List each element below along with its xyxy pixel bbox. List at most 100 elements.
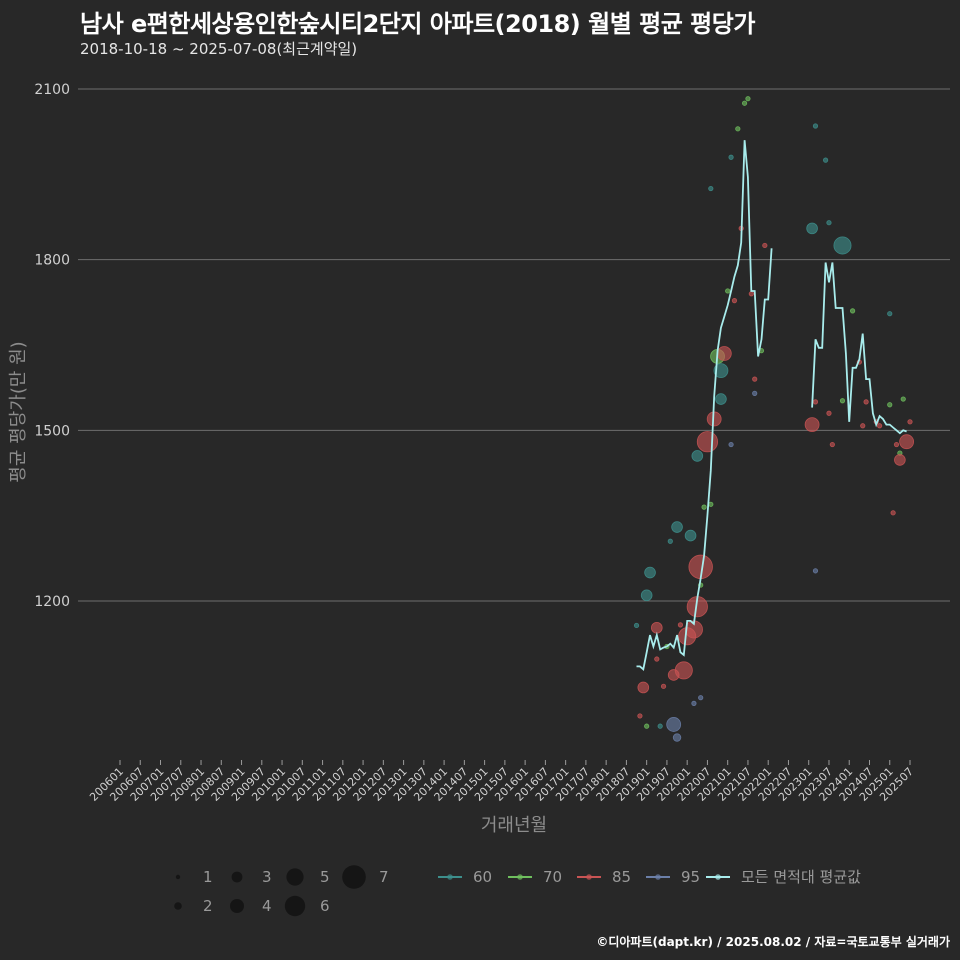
data-point-60 bbox=[715, 393, 727, 405]
area-legend-dot bbox=[447, 874, 453, 880]
data-point-70 bbox=[644, 723, 650, 729]
y-tick-label: 2100 bbox=[34, 82, 70, 98]
data-point-95 bbox=[666, 717, 682, 732]
size-legend-label: 6 bbox=[320, 897, 330, 915]
chart-title: 남사 e편한세상용인한숲시티2단지 아파트(2018) 월별 평균 평당가 bbox=[80, 10, 755, 38]
area-legend-dot bbox=[715, 874, 721, 880]
data-point-85 bbox=[674, 661, 693, 680]
scatter-points bbox=[633, 96, 915, 742]
data-point-60 bbox=[822, 157, 829, 163]
data-point-70 bbox=[839, 398, 846, 404]
data-point-60 bbox=[684, 529, 697, 542]
data-point-85 bbox=[860, 423, 866, 429]
area-legend-label: 모든 면적대 평균값 bbox=[741, 868, 861, 886]
data-point-85 bbox=[748, 291, 754, 297]
data-point-85 bbox=[812, 399, 819, 405]
y-tick-label: 1200 bbox=[34, 594, 70, 610]
data-point-60 bbox=[667, 538, 673, 544]
size-legend-dot bbox=[284, 895, 306, 917]
area-legend-dot bbox=[586, 874, 592, 880]
data-point-95 bbox=[812, 568, 819, 574]
data-point-70 bbox=[850, 308, 856, 314]
data-point-95 bbox=[752, 390, 758, 396]
data-point-95 bbox=[728, 441, 734, 448]
data-point-85 bbox=[863, 399, 869, 405]
data-point-60 bbox=[691, 450, 704, 462]
data-point-70 bbox=[900, 396, 906, 402]
data-point-85 bbox=[654, 656, 660, 662]
data-point-95 bbox=[691, 700, 697, 707]
y-tick-labels: 1200 1500 1800 2100 bbox=[34, 82, 70, 610]
data-point-85 bbox=[890, 510, 896, 516]
size-legend-dot bbox=[174, 902, 182, 910]
data-point-85 bbox=[804, 417, 820, 433]
size-legend-dot bbox=[286, 868, 304, 886]
size-legend-dot bbox=[230, 899, 244, 913]
data-point-85 bbox=[762, 242, 768, 249]
size-legend: 1 3 5 7 2 4 6 bbox=[174, 865, 389, 917]
data-point-85 bbox=[696, 431, 719, 453]
data-point-60 bbox=[633, 622, 640, 629]
data-point-70 bbox=[745, 96, 751, 102]
data-point-60 bbox=[713, 363, 729, 379]
data-point-70 bbox=[725, 288, 731, 294]
area-legend: 60 70 85 95 모든 면적대 평균값 bbox=[438, 868, 861, 886]
size-legend-label: 1 bbox=[203, 868, 213, 886]
y-axis-title: 평균 평당가(만 원) bbox=[8, 341, 29, 482]
data-point-70 bbox=[887, 402, 893, 408]
data-point-85 bbox=[907, 419, 913, 425]
size-legend-dot bbox=[175, 874, 181, 880]
area-legend-label: 85 bbox=[612, 868, 631, 886]
data-point-70 bbox=[708, 501, 714, 507]
data-point-95 bbox=[672, 733, 682, 742]
data-point-85 bbox=[829, 441, 835, 448]
y-tick-label: 1800 bbox=[34, 253, 70, 269]
data-point-60 bbox=[806, 222, 818, 235]
data-point-85 bbox=[894, 454, 906, 466]
area-legend-label: 60 bbox=[473, 868, 492, 886]
chart-subtitle: 2018-10-18 ~ 2025-07-08(최근계약일) bbox=[80, 40, 358, 58]
data-point-60 bbox=[708, 185, 714, 192]
y-tick-label: 1500 bbox=[34, 423, 70, 439]
data-point-85 bbox=[731, 298, 738, 304]
data-point-85 bbox=[637, 713, 643, 719]
area-legend-dot bbox=[655, 874, 661, 880]
data-point-70 bbox=[741, 100, 748, 106]
size-legend-label: 3 bbox=[262, 868, 272, 886]
data-point-60 bbox=[671, 521, 683, 533]
size-legend-dot bbox=[231, 871, 243, 883]
size-legend-label: 5 bbox=[320, 868, 330, 886]
data-point-60 bbox=[826, 220, 832, 226]
size-legend-label: 7 bbox=[379, 868, 389, 886]
data-point-70 bbox=[701, 504, 707, 510]
area-legend-label: 70 bbox=[543, 868, 562, 886]
size-legend-dot bbox=[342, 865, 366, 889]
data-point-85 bbox=[877, 423, 883, 429]
source-footer: ©디아파트(dapt.kr) / 2025.08.02 / 자료=국토교통부 실… bbox=[596, 935, 950, 949]
data-point-60 bbox=[657, 723, 663, 729]
data-point-60 bbox=[644, 566, 656, 579]
average-line bbox=[636, 140, 907, 671]
data-point-60 bbox=[833, 236, 852, 255]
data-point-85 bbox=[637, 681, 650, 694]
size-legend-label: 4 bbox=[262, 897, 272, 915]
grid-lines bbox=[78, 88, 950, 602]
data-point-60 bbox=[640, 589, 653, 602]
data-point-85 bbox=[893, 441, 900, 448]
data-point-85 bbox=[826, 410, 832, 416]
data-point-60 bbox=[812, 123, 819, 129]
data-point-85 bbox=[660, 683, 667, 689]
data-point-85 bbox=[677, 622, 684, 628]
data-point-85 bbox=[716, 346, 732, 361]
data-point-85 bbox=[650, 621, 663, 634]
x-tick-labels: 2006012006072007012007072008012008072009… bbox=[87, 760, 916, 804]
data-point-85 bbox=[752, 376, 758, 382]
area-legend-label: 95 bbox=[681, 868, 700, 886]
data-point-60 bbox=[887, 311, 893, 317]
area-legend-dot bbox=[517, 874, 523, 880]
average-price-line bbox=[811, 262, 907, 435]
data-point-70 bbox=[735, 126, 741, 132]
data-point-85 bbox=[899, 434, 915, 450]
size-legend-label: 2 bbox=[203, 897, 213, 915]
